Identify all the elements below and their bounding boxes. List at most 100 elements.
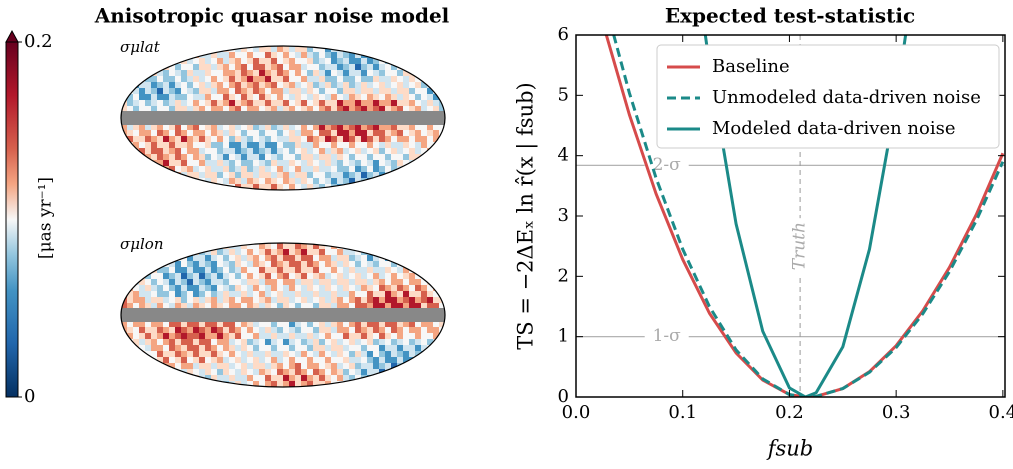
map-cell xyxy=(235,255,241,261)
map-cell xyxy=(385,351,391,357)
map-cell xyxy=(373,88,379,94)
map-cell xyxy=(229,279,235,285)
map-cell xyxy=(427,375,433,381)
map-cell xyxy=(193,285,199,291)
map-cell xyxy=(331,261,337,267)
map-cell xyxy=(421,100,427,106)
map-cell xyxy=(133,184,139,190)
map-cell xyxy=(181,166,187,172)
map-cell xyxy=(295,273,301,279)
map-cell xyxy=(385,100,391,106)
map-cell xyxy=(163,88,169,94)
map-cell xyxy=(151,88,157,94)
map-cell xyxy=(163,327,169,333)
map-cell xyxy=(319,94,325,100)
map-cell xyxy=(397,184,403,190)
map-cell xyxy=(205,166,211,172)
map-cell xyxy=(133,76,139,82)
map-cell xyxy=(319,357,325,363)
map-cell xyxy=(211,273,217,279)
map-cell xyxy=(199,124,205,130)
map-cell xyxy=(187,243,193,249)
map-cell xyxy=(301,345,307,351)
map-cell xyxy=(337,178,343,184)
map-cell xyxy=(205,142,211,148)
map-cell xyxy=(409,339,415,345)
map-cell xyxy=(223,178,229,184)
map-cell xyxy=(379,64,385,70)
map-cell xyxy=(283,381,289,387)
map-cell xyxy=(163,136,169,142)
map-cell xyxy=(295,303,301,309)
map-cell xyxy=(217,106,223,112)
map-cell xyxy=(211,381,217,387)
map-cell xyxy=(385,154,391,160)
map-cell xyxy=(397,136,403,142)
map-cell xyxy=(289,94,295,100)
map-cell xyxy=(361,267,367,273)
map-cell xyxy=(373,70,379,76)
map-cell xyxy=(211,327,217,333)
map-cell xyxy=(331,291,337,297)
map-cell xyxy=(355,70,361,76)
map-cell xyxy=(415,106,421,112)
map-cell xyxy=(271,381,277,387)
map-cell xyxy=(229,154,235,160)
map-cell xyxy=(265,130,271,136)
map-cell xyxy=(319,100,325,106)
map-cell xyxy=(205,291,211,297)
map-cell xyxy=(169,178,175,184)
map-cell xyxy=(337,351,343,357)
map-cell xyxy=(289,184,295,190)
map-cell xyxy=(283,333,289,339)
map-cell xyxy=(385,363,391,369)
map-cell xyxy=(265,82,271,88)
map-cell xyxy=(331,178,337,184)
map-cell xyxy=(331,52,337,58)
map-cell xyxy=(253,363,259,369)
map-cell xyxy=(259,184,265,190)
map-cell xyxy=(355,321,361,327)
map-cell xyxy=(169,345,175,351)
map-cell xyxy=(355,88,361,94)
map-cell xyxy=(199,106,205,112)
map-cell xyxy=(325,303,331,309)
map-cell xyxy=(283,160,289,166)
map-cell xyxy=(151,327,157,333)
map-cell xyxy=(229,64,235,70)
map-cell xyxy=(181,261,187,267)
map-cell xyxy=(265,291,271,297)
series-line xyxy=(604,35,1005,397)
map-cell xyxy=(325,148,331,154)
map-cell xyxy=(421,363,427,369)
map-cell xyxy=(199,297,205,303)
map-cell xyxy=(265,351,271,357)
map-cell xyxy=(361,243,367,249)
map-cell xyxy=(163,381,169,387)
map-cell xyxy=(223,279,229,285)
map-cell xyxy=(421,243,427,249)
map-cell xyxy=(337,124,343,130)
map-cell xyxy=(307,321,313,327)
map-cell xyxy=(313,279,319,285)
map-cell xyxy=(397,267,403,273)
map-cell xyxy=(391,357,397,363)
map-cell xyxy=(271,130,277,136)
map-cell xyxy=(325,124,331,130)
map-cell xyxy=(235,106,241,112)
map-cell xyxy=(187,88,193,94)
map-cell xyxy=(121,148,127,154)
map-cell xyxy=(277,351,283,357)
map-cell xyxy=(157,70,163,76)
map-cell xyxy=(247,291,253,297)
map-cell xyxy=(259,178,265,184)
map-cell xyxy=(157,327,163,333)
map-cell xyxy=(289,249,295,255)
map-cell xyxy=(133,136,139,142)
map-cell xyxy=(307,369,313,375)
map-cell xyxy=(397,82,403,88)
map-cell xyxy=(337,136,343,142)
map-cell xyxy=(325,130,331,136)
map-cell xyxy=(373,172,379,178)
